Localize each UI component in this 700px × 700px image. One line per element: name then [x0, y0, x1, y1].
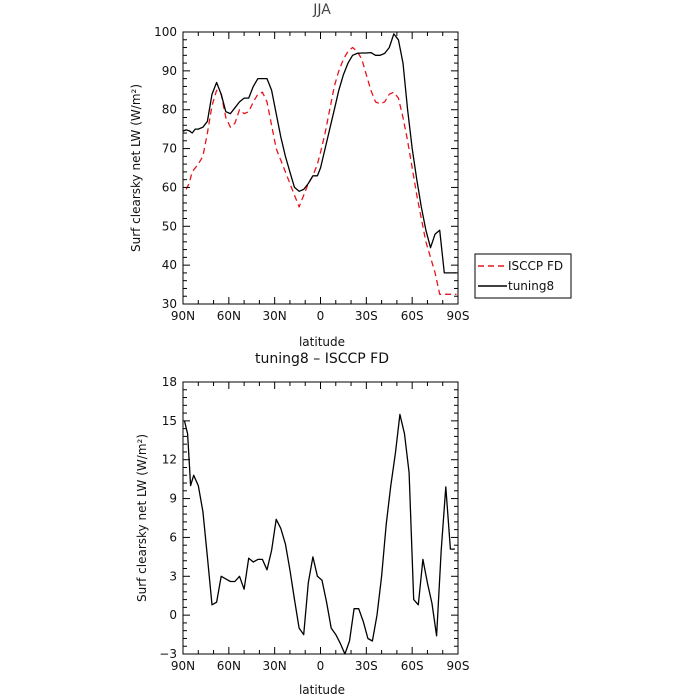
bottom-y-tick-label: 6 [169, 530, 177, 544]
bottom-chart-title: tuning8 – ISCCP FD [255, 351, 389, 367]
bottom-series-line-0 [183, 413, 455, 655]
top-y-tick-label: 90 [162, 64, 177, 78]
top-y-axis-label: Surf clearsky net LW (W/m²) [129, 84, 143, 252]
bottom-x-tick-label: 0 [317, 659, 325, 673]
bottom-axes-frame [182, 381, 459, 655]
top-plot-area: 90N 60N 30N 0 30S 60S 90S 30 40 50 60 70 80 90 100 [154, 25, 469, 323]
top-x-tick-label: 30N [263, 309, 287, 323]
top-series-group [182, 33, 457, 295]
bottom-x-tick-label: 60N [217, 659, 241, 673]
top-ticks: 90N 60N 30N 0 30S 60S 90S 30 40 50 60 70 80 90 100 [154, 25, 469, 323]
legend-label-isccp: ISCCP FD [508, 259, 563, 273]
top-x-axis-label: latitude [299, 335, 345, 349]
top-series-line-tuning8 [182, 33, 457, 274]
legend: ISCCP FD tuning8 [474, 253, 572, 299]
top-x-tick-label: 0 [317, 309, 325, 323]
top-y-tick-label: 70 [162, 142, 177, 156]
bottom-x-tick-label: 30N [263, 659, 287, 673]
top-x-tick-label: 90S [447, 309, 470, 323]
top-chart-title: JJA [312, 2, 331, 18]
legend-box [474, 253, 572, 299]
top-y-tick-label: 50 [162, 219, 177, 233]
bottom-y-tick-label: −3 [159, 647, 177, 661]
top-x-tick-label: 60S [401, 309, 424, 323]
bottom-y-tick-label: 3 [169, 569, 177, 583]
bottom-x-tick-label: 90S [447, 659, 470, 673]
top-y-tick-label: 60 [162, 180, 177, 194]
top-x-tick-label: 60N [217, 309, 241, 323]
bottom-y-axis-label: Surf clearsky net LW (W/m²) [135, 434, 149, 602]
bottom-y-tick-label: 18 [162, 375, 177, 389]
top-y-tick-label: 30 [162, 297, 177, 311]
bottom-x-tick-label: 90N [171, 659, 195, 673]
bottom-series-group [183, 413, 455, 655]
legend-label-tuning8: tuning8 [508, 279, 554, 293]
top-y-tick-label: 80 [162, 103, 177, 117]
bottom-ticks: 90N 60N 30N 0 30S 60S 90S −3 0 3 6 9 12 15 18 [159, 375, 469, 673]
bottom-x-axis-label: latitude [299, 683, 345, 697]
bottom-plot-area: 90N 60N 30N 0 30S 60S 90S −3 0 3 6 9 12 15 18 [159, 375, 469, 673]
bottom-y-tick-label: 12 [162, 453, 177, 467]
bottom-y-tick-label: 9 [169, 492, 177, 506]
top-y-tick-label: 100 [154, 25, 177, 39]
bottom-y-tick-label: 0 [169, 608, 177, 622]
top-series-line-isccp-fd [185, 46, 457, 295]
top-x-tick-label: 30S [355, 309, 378, 323]
bottom-y-tick-label: 15 [162, 414, 177, 428]
bottom-x-tick-label: 60S [401, 659, 424, 673]
top-x-tick-label: 90N [171, 309, 195, 323]
top-y-tick-label: 40 [162, 258, 177, 272]
bottom-x-tick-label: 30S [355, 659, 378, 673]
